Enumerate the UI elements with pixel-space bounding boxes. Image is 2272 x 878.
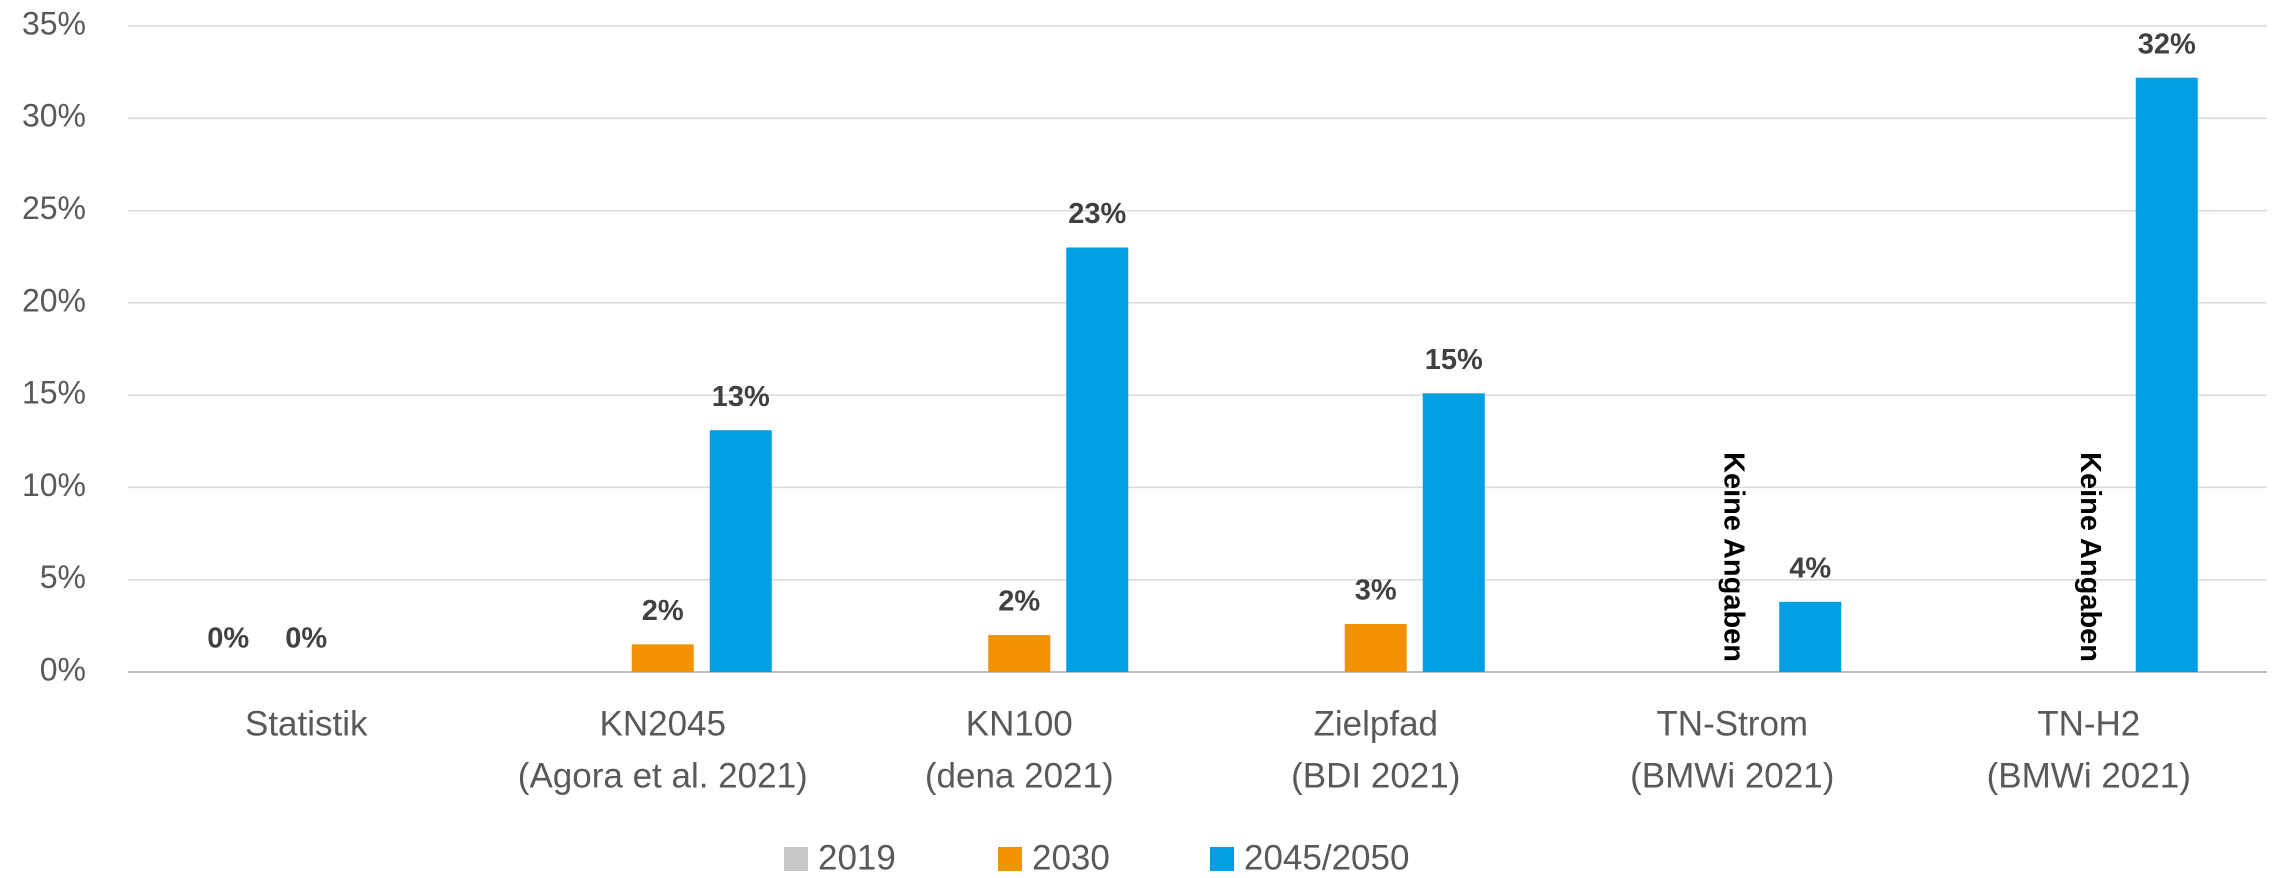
data-label: 15%: [1425, 344, 1483, 376]
annotation: Keine Angaben: [1718, 452, 1750, 662]
x-tick-label: (BMWi 2021): [1987, 756, 2191, 795]
bar: [631, 644, 694, 672]
bar: [1066, 247, 1129, 672]
y-tick-label: 35%: [22, 5, 86, 41]
x-tick-label: (dena 2021): [925, 756, 1114, 795]
bar: [1779, 601, 1842, 672]
y-tick-label: 0%: [40, 651, 86, 687]
y-tick-label: 15%: [22, 375, 86, 411]
y-tick-label: 20%: [22, 282, 86, 318]
data-label: 3%: [1355, 575, 1397, 607]
legend-label: 2045/2050: [1244, 838, 1409, 877]
bar: [988, 635, 1051, 672]
legend-swatch: [784, 847, 808, 871]
y-tick-label: 5%: [40, 559, 86, 595]
data-label: 2%: [998, 586, 1040, 618]
bar: [709, 430, 772, 672]
x-tick-label: TN-Strom: [1656, 704, 1808, 743]
bar: [1422, 393, 1485, 672]
x-tick-label: KN100: [966, 704, 1073, 743]
data-label: 32%: [2138, 28, 2196, 60]
x-tick-label: Zielpfad: [1313, 704, 1438, 743]
y-tick-label: 10%: [22, 467, 86, 503]
legend-swatch: [1210, 847, 1234, 871]
y-tick-label: 25%: [22, 190, 86, 226]
x-tick-label: (BMWi 2021): [1630, 756, 1834, 795]
data-label: 2%: [642, 595, 684, 627]
bar: [1344, 624, 1407, 672]
data-label: 0%: [207, 623, 249, 655]
annotation: Keine Angaben: [2074, 452, 2106, 662]
x-tick-label: Statistik: [245, 704, 368, 743]
x-tick-label: (BDI 2021): [1291, 756, 1460, 795]
data-label: 4%: [1789, 553, 1831, 585]
data-label: 13%: [712, 381, 770, 413]
x-tick-label: TN-H2: [2037, 704, 2140, 743]
x-tick-label: (Agora et al. 2021): [518, 756, 808, 795]
legend-swatch: [998, 847, 1022, 871]
data-label: 0%: [285, 623, 327, 655]
legend-label: 2019: [818, 838, 896, 877]
x-tick-label: KN2045: [600, 704, 726, 743]
y-tick-label: 30%: [22, 98, 86, 134]
data-label: 23%: [1068, 198, 1126, 230]
legend-label: 2030: [1032, 838, 1110, 877]
bar: [2135, 77, 2198, 673]
